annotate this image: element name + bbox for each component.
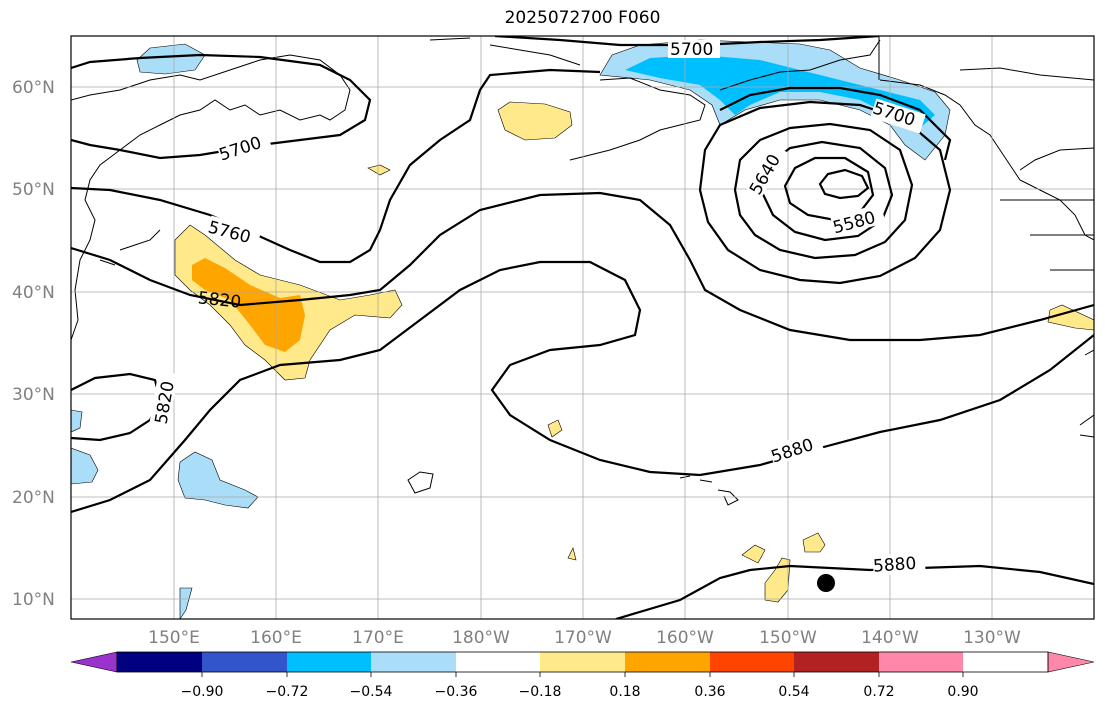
contour-5760: [71, 68, 601, 264]
blue-region-subtropic: [177, 451, 259, 509]
yellow-region-bering: [497, 101, 573, 141]
colorbar-tick-label: 0.36: [694, 684, 725, 700]
colorbar-tick-label: −0.36: [435, 684, 478, 700]
lon-labels: 150°E 160°E 170°E 180°W 170°W 160°W 150°…: [148, 628, 1021, 648]
map-frame: [70, 35, 1095, 620]
contour-5600: [758, 140, 894, 242]
colorbar-tick-label: −0.90: [181, 684, 224, 700]
colorbar-extend-high: [1047, 651, 1095, 673]
lon-label: 170°W: [554, 628, 612, 648]
contour-label-5700-a: 5700: [670, 40, 713, 60]
colorbar-segment: [287, 652, 371, 672]
contour-5620: [733, 122, 914, 260]
deep-blue-region-alaska: [625, 55, 935, 128]
colorbar-segment: [540, 652, 625, 672]
coastlines: [71, 36, 1094, 506]
shaded-regions: [71, 39, 1094, 619]
colorbar-segment: [202, 652, 287, 672]
colorbar-tick-label: −0.54: [350, 684, 393, 700]
lon-label: 130°W: [963, 628, 1021, 648]
lat-label: 60°N: [12, 78, 55, 98]
lon-label: 170°E: [352, 628, 404, 648]
contour-5560: [818, 168, 870, 200]
lat-labels: 60°N 50°N 40°N 30°N 20°N 10°N: [12, 78, 55, 610]
colorbar-tick-label: −0.18: [519, 684, 562, 700]
lat-label: 20°N: [12, 488, 55, 508]
height-contours: [71, 36, 1094, 619]
yellow-region-east: [1047, 304, 1094, 331]
colorbar-labels: −0.90 −0.72 −0.54 −0.36 −0.18 0.18 0.36 …: [181, 684, 979, 700]
colorbar-tick-label: 0.18: [609, 684, 640, 700]
lat-label: 50°N: [12, 180, 55, 200]
lon-label: 150°E: [148, 628, 200, 648]
colorbar-segment: [371, 652, 456, 672]
map-title: 2025072700 F060: [504, 8, 661, 28]
blue-region-kamchatka: [136, 43, 206, 75]
lon-label: 180°W: [452, 628, 510, 648]
colorbar-tick-label: 0.72: [863, 684, 894, 700]
lon-label: 160°W: [656, 628, 714, 648]
coastline-japan: [99, 229, 161, 266]
colorbar-segment: [710, 652, 794, 672]
lat-label: 40°N: [12, 283, 55, 303]
colorbar-extend-low: [70, 651, 118, 673]
colorbar-segment: [794, 652, 879, 672]
lon-label: 150°W: [759, 628, 817, 648]
colorbar-segment: [456, 652, 540, 672]
contour-5640: [698, 100, 952, 285]
contour-label-5880-b: 5880: [872, 554, 917, 577]
blue-region-west-edge: [71, 447, 99, 485]
coastline-na: [1019, 147, 1094, 438]
lat-label: 30°N: [12, 385, 55, 405]
contour-5880-south: [615, 564, 1094, 619]
lon-label: 140°W: [861, 628, 919, 648]
colorbar-tick-label: −0.72: [266, 684, 309, 700]
lat-label: 10°N: [12, 590, 55, 610]
contour-5700-north: [71, 53, 372, 160]
coastline-alaska: [429, 37, 1094, 241]
coastline-asia: [71, 54, 351, 341]
colorbar-segments: [117, 652, 963, 672]
contour-5700-alaska: [719, 86, 952, 161]
storm-center-marker: [817, 574, 835, 592]
colorbar-segment: [117, 652, 202, 672]
contour-5580: [783, 156, 875, 222]
colorbar-tick-label: 0.54: [778, 684, 809, 700]
contour-label-5820-a: 5820: [197, 288, 242, 312]
colorbar-segment: [625, 652, 710, 672]
colorbar-segment: [879, 652, 963, 672]
colorbar-ticks: [201, 672, 964, 677]
contour-5820: [71, 191, 1094, 342]
grid-lines: [71, 36, 1094, 619]
colorbar-tick-label: 0.90: [947, 684, 978, 700]
lon-label: 160°E: [250, 628, 302, 648]
island-loop: [407, 471, 434, 494]
colorbar: −0.90 −0.72 −0.54 −0.36 −0.18 0.18 0.36 …: [70, 651, 1095, 700]
